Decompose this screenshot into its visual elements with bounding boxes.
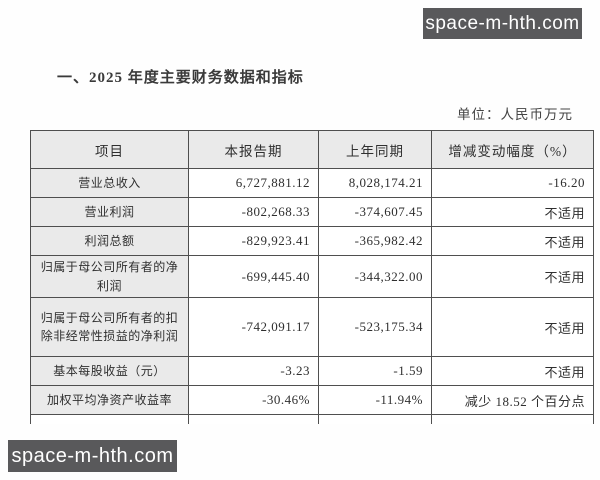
row-prior-value: -1.59 [318,356,432,387]
row-prior-value: 8,028,174.21 [318,168,432,198]
header-current-period: 本报告期 [188,130,319,169]
unit-note: 单位：人民币万元 [457,107,573,122]
row-prior-value: -344,322.00 [318,254,432,299]
row-change-value: 不适用 [431,254,594,299]
cutoff-cell [431,414,594,424]
row-prior-value: -365,982.42 [318,226,432,256]
header-prior-period: 上年同期 [318,130,432,169]
row-item-label: 加权平均净资产收益率 [30,385,189,416]
row-current-value: -699,445.40 [188,254,319,299]
site-watermark-bottom: space-m-hth.com [8,440,177,472]
table-header-row: 项目 本报告期 上年同期 增减变动幅度（%） [30,130,594,169]
row-item-label: 利润总额 [30,226,189,256]
row-change-value: -16.20 [431,168,594,198]
cutoff-cell [30,414,189,424]
row-change-value: 不适用 [431,197,594,227]
table-row: 归属于母公司所有者的扣除非经常性损益的净利润 -742,091.17 -523,… [30,297,594,358]
row-item-label: 归属于母公司所有者的净利润 [30,254,189,299]
financial-indicators-table: 项目 本报告期 上年同期 增减变动幅度（%） 营业总收入 6,727,881.1… [30,130,594,424]
row-change-value: 不适用 [431,226,594,256]
row-change-value: 不适用 [431,356,594,387]
row-current-value: -802,268.33 [188,197,319,227]
row-current-value: -742,091.17 [188,297,319,358]
table-row: 归属于母公司所有者的净利润 -699,445.40 -344,322.00 不适… [30,254,594,299]
row-item-label: 营业利润 [30,197,189,227]
row-current-value: -3.23 [188,356,319,387]
row-change-value: 不适用 [431,297,594,358]
table-row: 加权平均净资产收益率 -30.46% -11.94% 减少 18.52 个百分点 [30,385,594,416]
row-change-value: 减少 18.52 个百分点 [431,385,594,416]
site-watermark-top-label: space-m-hth.com [425,12,580,34]
cutoff-cell [188,414,319,424]
site-watermark-top: space-m-hth.com [423,8,582,39]
table-row: 营业总收入 6,727,881.12 8,028,174.21 -16.20 [30,168,594,198]
cutoff-cell [318,414,432,424]
table-row: 基本每股收益（元） -3.23 -1.59 不适用 [30,356,594,387]
section-title: 一、2025 年度主要财务数据和指标 [57,70,304,86]
row-item-label: 基本每股收益（元） [30,356,189,387]
row-current-value: -829,923.41 [188,226,319,256]
row-prior-value: -374,607.45 [318,197,432,227]
row-prior-value: -523,175.34 [318,297,432,358]
header-item: 项目 [30,130,189,169]
header-change: 增减变动幅度（%） [431,130,594,169]
table-cutoff-row [30,414,594,424]
table-row: 营业利润 -802,268.33 -374,607.45 不适用 [30,197,594,227]
site-watermark-bottom-label: space-m-hth.com [11,444,174,467]
table-row: 利润总额 -829,923.41 -365,982.42 不适用 [30,226,594,256]
row-current-value: -30.46% [188,385,319,416]
row-item-label: 营业总收入 [30,168,189,198]
row-current-value: 6,727,881.12 [188,168,319,198]
row-item-label: 归属于母公司所有者的扣除非经常性损益的净利润 [30,297,189,358]
row-prior-value: -11.94% [318,385,432,416]
